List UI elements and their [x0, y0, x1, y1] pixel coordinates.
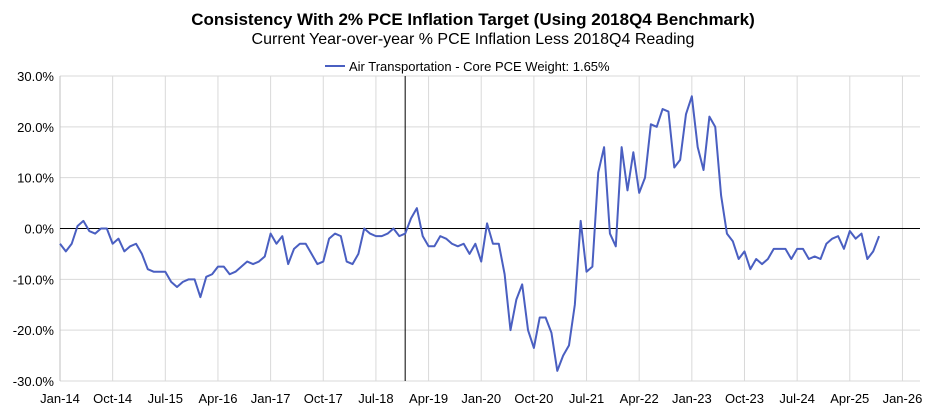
y-tick-label: -30.0% [13, 374, 55, 389]
x-tick-label: Jul-24 [779, 391, 814, 406]
x-tick-label: Oct-14 [93, 391, 132, 406]
x-tick-label: Jan-23 [672, 391, 712, 406]
x-tick-label: Jul-21 [569, 391, 604, 406]
x-tick-label: Jan-26 [883, 391, 923, 406]
chart-subtitle: Current Year-over-year % PCE Inflation L… [251, 31, 695, 48]
x-tick-label: Apr-16 [198, 391, 237, 406]
x-tick-label: Apr-19 [409, 391, 448, 406]
x-tick-label: Oct-23 [725, 391, 764, 406]
legend-label: Air Transportation - Core PCE Weight: 1.… [349, 59, 610, 74]
x-tick-label: Apr-22 [620, 391, 659, 406]
x-tick-labels: Jan-14 Oct-14 Jul-15 Apr-16 Jan-17 Oct-17 Jul-… [40, 391, 922, 406]
y-tick-label: 0.0% [24, 222, 54, 237]
legend: Air Transportation - Core PCE Weight: 1.… [325, 59, 610, 74]
series-group [59, 95, 880, 372]
chart-title: Consistency With 2% PCE Inflation Target… [191, 10, 755, 29]
x-tick-label: Oct-17 [304, 391, 343, 406]
x-tick-label: Oct-20 [514, 391, 553, 406]
x-tick-label: Jan-17 [251, 391, 291, 406]
x-tick-label: Jul-18 [358, 391, 393, 406]
y-tick-label: 20.0% [17, 120, 54, 135]
y-tick-label: 30.0% [17, 69, 54, 84]
series-line-air-transportation [59, 95, 880, 372]
x-tick-label: Jul-15 [148, 391, 183, 406]
y-tick-label: -20.0% [13, 323, 55, 338]
x-tick-label: Jan-14 [40, 391, 80, 406]
y-tick-labels: 30.0% 20.0% 10.0% 0.0% -10.0% -20.0% -30.0% [13, 69, 55, 389]
axes [59, 76, 920, 381]
y-tick-label: 10.0% [17, 171, 54, 186]
x-tick-label: Jan-20 [461, 391, 501, 406]
y-tick-label: -10.0% [13, 272, 55, 287]
x-tick-label: Apr-25 [830, 391, 869, 406]
